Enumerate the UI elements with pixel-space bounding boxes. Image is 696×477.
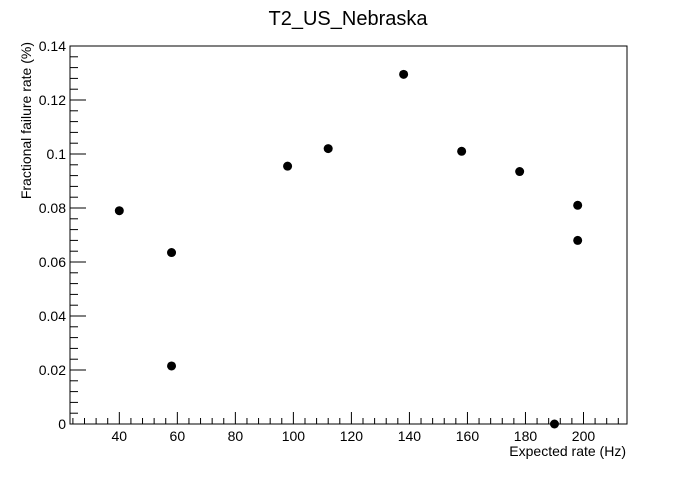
y-axis-ticks (70, 45, 86, 425)
x-axis-title: Expected rate (Hz) (509, 443, 626, 459)
data-point (283, 161, 293, 171)
y-tick-label: 0.14 (39, 38, 66, 54)
data-point (167, 361, 177, 371)
chart-title: T2_US_Nebraska (269, 8, 429, 30)
x-axis-ticks (72, 412, 619, 424)
plot-frame (69, 45, 628, 425)
y-tick-label: 0.04 (39, 308, 66, 324)
data-point (549, 419, 559, 429)
x-tick-label: 180 (514, 428, 538, 444)
data-point (323, 144, 333, 154)
y-tick-label: 0 (58, 416, 66, 432)
y-tick-label: 0.06 (39, 254, 66, 270)
y-axis-title: Fractional failure rate (%) (18, 42, 34, 199)
x-tick-label: 100 (282, 428, 306, 444)
data-point (399, 69, 409, 79)
plot-area-frame (69, 45, 628, 425)
x-tick-label: 120 (340, 428, 364, 444)
y-axis-tick-labels: 0 0.02 0.04 0.06 0.08 0.1 0.12 0.14 (39, 38, 66, 432)
x-tick-label: 200 (572, 428, 596, 444)
y-tick-label: 0.08 (39, 200, 66, 216)
y-tick-label: 0.1 (47, 146, 67, 162)
data-point (457, 146, 467, 156)
x-tick-label: 140 (398, 428, 422, 444)
y-tick-label: 0.02 (39, 362, 66, 378)
x-tick-label: 60 (170, 428, 186, 444)
data-point (515, 167, 525, 177)
data-point (573, 200, 583, 210)
data-points (114, 69, 583, 429)
x-axis-tick-labels: 40 60 80 100 120 140 160 180 200 (112, 428, 596, 444)
y-tick-label: 0.12 (39, 92, 66, 108)
x-tick-label: 80 (228, 428, 244, 444)
x-tick-label: 160 (456, 428, 480, 444)
data-point (573, 235, 583, 245)
data-point (114, 206, 124, 216)
data-point (167, 248, 177, 258)
x-tick-label: 40 (112, 428, 128, 444)
